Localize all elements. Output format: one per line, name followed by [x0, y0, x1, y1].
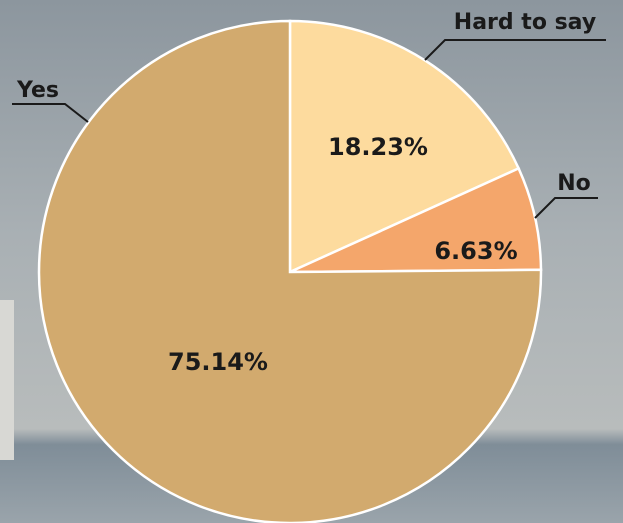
- value-label: 6.63%: [434, 237, 517, 265]
- pie: [37, 19, 543, 523]
- leader-line: [12, 103, 89, 123]
- lighthouse: [0, 300, 14, 460]
- category-label: No: [557, 171, 591, 196]
- category-label: Hard to say: [454, 10, 596, 35]
- leader-line: [534, 197, 598, 219]
- pie-slice: [37, 19, 543, 523]
- pie-slice: [288, 19, 521, 274]
- category-label: Yes: [16, 78, 59, 103]
- leader-line: [424, 39, 606, 61]
- value-label: 18.23%: [328, 133, 428, 161]
- value-label: 75.14%: [168, 348, 268, 376]
- labels: 18.23% Hard to say 6.63% No 75.14% Yes: [12, 10, 606, 376]
